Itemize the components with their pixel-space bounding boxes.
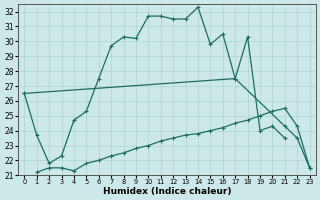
X-axis label: Humidex (Indice chaleur): Humidex (Indice chaleur) (103, 187, 231, 196)
